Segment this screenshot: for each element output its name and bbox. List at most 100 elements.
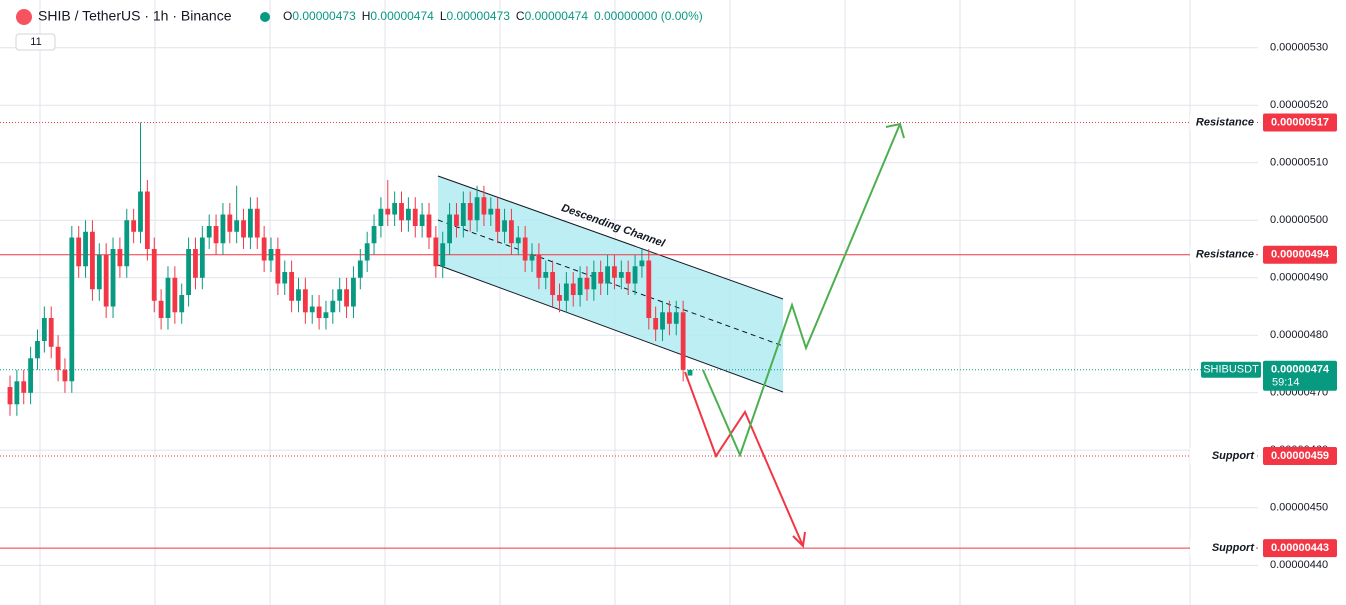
status-dot xyxy=(260,12,270,22)
level-label: Support xyxy=(1212,450,1255,462)
level-price: 0.00000459 xyxy=(1271,450,1329,462)
level-label: Resistance xyxy=(1196,116,1254,128)
y-tick-label: 0.00000510 xyxy=(1270,157,1328,169)
ohlc-value: 0.00000474 xyxy=(370,9,434,23)
candle-body xyxy=(234,220,240,232)
level-price: 0.00000517 xyxy=(1271,116,1329,128)
channel-top xyxy=(437,175,784,300)
candle-body xyxy=(440,243,446,267)
candle-body xyxy=(646,260,652,319)
candle-body xyxy=(227,214,233,232)
candle-body xyxy=(110,249,116,307)
candle-body xyxy=(680,312,686,370)
indicator-count[interactable]: 11 xyxy=(30,36,41,48)
indicator-toggle[interactable] xyxy=(15,33,56,51)
candle-body xyxy=(605,266,610,284)
candle-body xyxy=(268,249,274,261)
candle-body xyxy=(41,318,47,342)
candle-body xyxy=(213,226,219,244)
y-tick-label: 0.00000480 xyxy=(1270,329,1328,341)
candles xyxy=(7,122,693,416)
candle-body xyxy=(28,358,34,393)
candle-body xyxy=(323,312,329,319)
candle-body xyxy=(481,197,487,215)
candle-body xyxy=(241,220,246,238)
bullish-path xyxy=(702,123,901,458)
candle-body xyxy=(563,283,569,301)
ohlc-value: 0.00000473 xyxy=(447,9,511,23)
candle-body xyxy=(131,220,137,232)
candle-body xyxy=(474,197,480,221)
ohlc-key: H xyxy=(362,9,371,23)
y-tick-label: 0.00000530 xyxy=(1270,42,1328,54)
candle-body xyxy=(254,208,260,238)
ohlc-value: 0.00000473 xyxy=(292,9,356,23)
candle-body xyxy=(76,237,82,267)
price-axis: 0.00000530 0.00000520 0.00000510 0.00000500… xyxy=(1190,42,1337,571)
ohlc-key: O xyxy=(283,9,292,23)
candle-body xyxy=(405,208,411,221)
candle-body xyxy=(48,318,54,347)
arrow-head xyxy=(792,531,806,549)
candle-body xyxy=(529,254,535,261)
candle-body xyxy=(509,220,514,244)
candle-body xyxy=(591,272,597,290)
candle-body xyxy=(69,237,75,382)
candle-body xyxy=(673,312,679,324)
candle-body xyxy=(96,254,102,290)
last-price-tag xyxy=(1263,360,1337,391)
candle-body xyxy=(577,277,583,296)
candle-body xyxy=(666,312,672,324)
candle-body xyxy=(151,249,157,301)
candle-body xyxy=(351,277,356,307)
candle-body xyxy=(502,220,507,232)
candle-body xyxy=(364,243,370,261)
y-tick-label: 0.00000490 xyxy=(1270,272,1328,284)
candle-body xyxy=(522,237,528,261)
candle-body xyxy=(144,191,150,250)
candle-body xyxy=(193,249,198,278)
level-price-tag xyxy=(1263,539,1337,558)
candle-body xyxy=(14,381,20,405)
candle-body xyxy=(282,272,288,284)
candle-body xyxy=(337,289,343,301)
candle-body xyxy=(103,254,109,307)
candle-body xyxy=(357,260,363,278)
descending-channel: Descending Channel xyxy=(437,175,784,393)
level-price: 0.00000443 xyxy=(1271,542,1329,554)
candle-body xyxy=(296,289,301,301)
candle-body xyxy=(632,266,638,284)
candle-body xyxy=(618,272,624,278)
candle-body xyxy=(124,220,130,267)
ohlc-key: C xyxy=(516,9,525,23)
ohlc-value: 0.00000474 xyxy=(525,9,589,23)
ohlc-key: L xyxy=(440,9,447,23)
candle-body xyxy=(570,283,576,296)
candle-body xyxy=(447,214,452,244)
candle-body xyxy=(550,272,556,296)
bearish-path xyxy=(684,371,804,547)
candle-body xyxy=(275,249,281,284)
candle-body xyxy=(90,231,95,290)
candle-body xyxy=(7,387,13,405)
candle-body xyxy=(316,306,322,319)
level-label: Support xyxy=(1212,542,1255,554)
symbol-label: SHIBUSDT xyxy=(1203,364,1259,376)
candle-body xyxy=(488,208,494,215)
candle-body xyxy=(687,369,693,376)
candle-body xyxy=(454,214,459,227)
candle-body xyxy=(186,249,191,296)
symbol-title: SHIB / TetherUS · 1h · Binance xyxy=(38,8,232,24)
candle-body xyxy=(62,369,68,382)
candle-body xyxy=(248,208,253,238)
symbol-tag xyxy=(1201,361,1261,378)
candle-body xyxy=(35,341,40,359)
candle-body xyxy=(165,277,171,319)
symbol-icon xyxy=(16,9,32,25)
level-label-bg xyxy=(1190,540,1256,557)
projection-arrows xyxy=(684,122,905,549)
header: SHIB / TetherUS · 1h · Binance 11 O0.000… xyxy=(15,8,703,51)
level-label: Resistance xyxy=(1196,249,1254,261)
candle-body xyxy=(392,203,398,215)
